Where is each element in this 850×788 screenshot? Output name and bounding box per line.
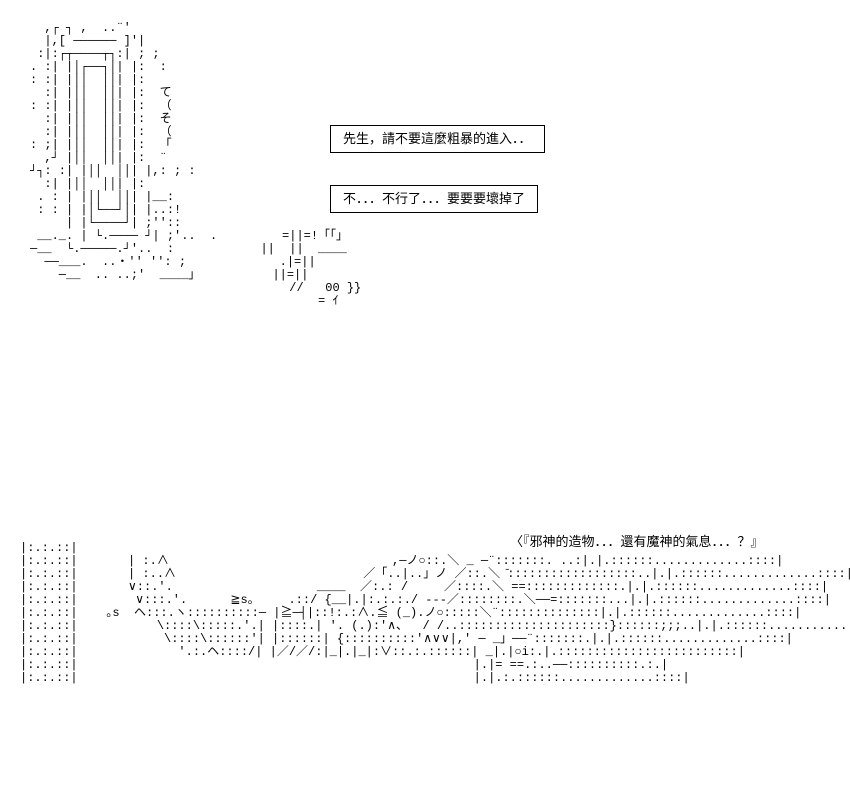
creature-ascii-art: |:.:.::| |:.:.::| | :.∧ ,─ノ○::.＼ _ ─¨:::… — [20, 542, 850, 685]
dialog-box-2: 不．．．不行了．．．要要要壞掉了 — [330, 185, 538, 213]
door-ascii-art: ,┌ ┐ , ..¨' |,[ ────── ]'| :|:┌┬────┬┐:|… — [30, 22, 361, 308]
dialog-box-1: 先生，請不要這麼粗暴的進入．． — [330, 125, 545, 153]
